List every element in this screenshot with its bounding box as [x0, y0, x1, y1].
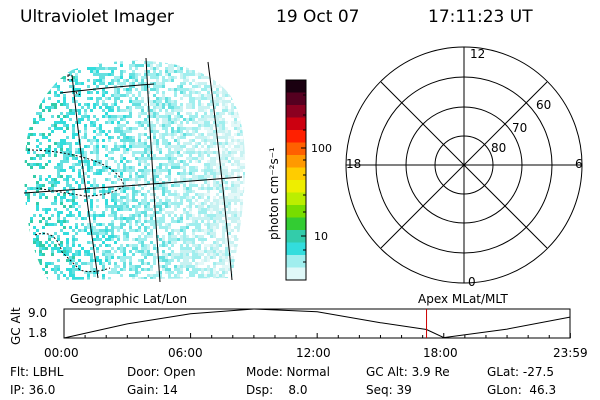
mlt-label-0: 0 — [468, 275, 476, 289]
mlt-label-18: 18 — [346, 157, 361, 171]
x-tick-0000: 00:00 — [44, 346, 79, 360]
colorbar-swatch — [286, 130, 306, 143]
colorbar-swatch — [286, 142, 306, 156]
colorbar-swatch — [286, 92, 306, 106]
status-ip: IP: 36.0 — [10, 383, 56, 397]
colorbar-swatch — [286, 267, 306, 281]
colorbar-swatch — [286, 105, 306, 118]
mlt-label-12: 12 — [470, 47, 485, 61]
colorbar-swatch — [286, 217, 306, 231]
status-seq: Seq: 39 — [366, 383, 412, 397]
colorbar-tick-100: 100 — [311, 142, 332, 155]
gc-alt-series-line — [63, 308, 571, 339]
status-glat: GLat: -27.5 — [487, 365, 554, 379]
colorbar-swatch — [286, 117, 306, 131]
x-tick-1800: 18:00 — [423, 346, 458, 360]
status-glon: GLon: 46.3 — [487, 383, 557, 397]
colorbar-swatch — [286, 230, 306, 243]
status-dsp: Dsp: 8.0 — [246, 383, 308, 397]
colorbar-swatch — [286, 155, 306, 168]
status-mode: Mode: Normal — [246, 365, 330, 379]
x-tick-0600: 06:00 — [168, 346, 203, 360]
x-tick-1200: 12:00 — [296, 346, 331, 360]
colorbar: 100 10 photon cm⁻²s⁻¹ — [267, 79, 332, 281]
time-label: 17:11:23 UT — [428, 7, 533, 27]
status-door: Door: Open — [127, 365, 196, 379]
lat-label-60: 60 — [536, 98, 551, 112]
lat-label-70: 70 — [512, 121, 527, 135]
mlt-label-6: 6 — [575, 157, 583, 171]
colorbar-tick-10: 10 — [314, 230, 328, 243]
polar-plot — [345, 46, 583, 284]
colorbar-swatch — [286, 180, 306, 193]
colorbar-swatch — [286, 192, 306, 206]
x-tick-2359: 23:59 — [553, 346, 588, 360]
status-gc-alt: GC Alt: 3.9 Re — [366, 365, 450, 379]
colorbar-swatch — [286, 167, 306, 181]
lat-label-80: 80 — [491, 141, 506, 155]
status-filter: Flt: LBHL — [10, 365, 64, 379]
earth-image — [23, 57, 246, 283]
altitude-strip-chart: Geographic Lat/Lon Apex MLat/MLT GC Alt … — [9, 292, 588, 360]
status-gain: Gain: 14 — [127, 383, 178, 397]
colorbar-swatch — [286, 205, 306, 218]
strip-axis-label: GC Alt — [9, 307, 23, 345]
colorbar-swatch — [286, 255, 306, 268]
colorbar-swatch — [286, 242, 306, 256]
y-tick-max: 9.0 — [28, 306, 47, 320]
instrument-title: Ultraviolet Imager — [20, 7, 174, 27]
colorbar-unit-label: photon cm⁻²s⁻¹ — [267, 147, 281, 240]
coastline — [27, 74, 125, 273]
y-tick-min: 1.8 — [28, 326, 47, 340]
date-label: 19 Oct 07 — [276, 7, 360, 27]
colorbar-swatch — [286, 80, 306, 93]
lat-lon-grid — [23, 57, 243, 283]
strip-right-label: Apex MLat/MLT — [418, 292, 508, 306]
strip-left-label: Geographic Lat/Lon — [70, 292, 187, 306]
